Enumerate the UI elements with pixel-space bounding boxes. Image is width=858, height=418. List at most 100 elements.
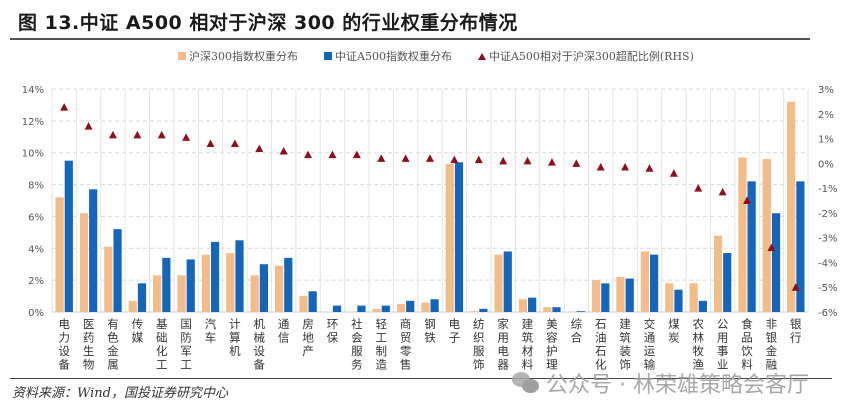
legend-item-overweight: 中证A500相对于沪深300超配比例(RHS) bbox=[477, 48, 694, 64]
bar-hs300 bbox=[762, 159, 771, 312]
x-category-label: 础 bbox=[156, 331, 168, 345]
x-category-label: 煤 bbox=[668, 317, 680, 331]
x-category-label: 会 bbox=[351, 331, 363, 345]
x-category-label: 金 bbox=[107, 344, 119, 358]
x-category-label: 商 bbox=[400, 317, 412, 331]
x-category-label: 筑 bbox=[522, 331, 534, 345]
x-category-label: 轻 bbox=[375, 317, 387, 331]
bar-hs300 bbox=[543, 307, 552, 312]
legend-label-overweight: 中证A500相对于沪深300超配比例(RHS) bbox=[488, 50, 694, 63]
bar-a500 bbox=[259, 264, 268, 312]
x-category-label: 银 bbox=[790, 317, 802, 331]
x-category-label: 汽 bbox=[205, 317, 217, 331]
y-tick-right: -5% bbox=[818, 283, 837, 294]
x-category-label: 机 bbox=[229, 344, 241, 358]
triangle-marker-icon bbox=[499, 156, 508, 165]
x-category-label: 器 bbox=[497, 358, 509, 372]
bar-a500 bbox=[406, 300, 415, 312]
bar-a500 bbox=[723, 253, 732, 312]
bar-hs300 bbox=[177, 275, 186, 312]
x-category-label: 用 bbox=[717, 331, 729, 345]
x-category-label: 理 bbox=[546, 358, 558, 372]
x-category-label: 社 bbox=[351, 317, 363, 331]
x-category-label: 通 bbox=[644, 331, 656, 345]
triangle-marker-icon bbox=[255, 144, 264, 152]
bar-hs300 bbox=[299, 296, 308, 312]
x-category-label: 贸 bbox=[400, 331, 412, 345]
bar-hs300 bbox=[372, 308, 381, 312]
x-category-label: 非 bbox=[766, 317, 778, 331]
legend-swatch-a500 bbox=[324, 52, 332, 60]
x-category-label: 工 bbox=[375, 331, 387, 345]
x-category-label: 电 bbox=[58, 317, 70, 331]
bar-hs300 bbox=[592, 280, 601, 312]
x-category-label: 融 bbox=[766, 358, 778, 372]
y-tick-left: 2% bbox=[28, 276, 44, 287]
triangle-marker-icon bbox=[279, 146, 288, 155]
x-category-label: 材 bbox=[522, 344, 534, 358]
triangle-marker-icon bbox=[718, 187, 727, 196]
x-category-label: 食 bbox=[741, 317, 753, 331]
triangle-marker-icon bbox=[743, 196, 752, 204]
x-category-label: 房 bbox=[302, 317, 314, 331]
x-category-label: 建 bbox=[619, 317, 631, 331]
bar-a500 bbox=[308, 291, 317, 312]
chart-title: 图 13.中证 A500 相对于沪深 300 的行业权重分布情况 bbox=[18, 12, 518, 34]
x-category-label: 美 bbox=[546, 317, 558, 331]
x-category-label: 饮 bbox=[741, 344, 753, 358]
triangle-marker-icon bbox=[84, 122, 93, 130]
bar-a500 bbox=[479, 308, 488, 312]
x-category-label: 化 bbox=[595, 358, 607, 372]
y-tick-left: 0% bbox=[28, 308, 44, 319]
x-category-label: 料 bbox=[741, 358, 753, 372]
x-category-label: 务 bbox=[351, 358, 363, 372]
triangle-marker-icon bbox=[426, 154, 434, 162]
bar-a500 bbox=[186, 259, 195, 312]
x-category-label: 运 bbox=[644, 344, 656, 358]
x-category-label: 石 bbox=[595, 317, 607, 331]
bar-hs300 bbox=[713, 235, 723, 312]
y-tick-right: 2% bbox=[818, 110, 834, 121]
triangle-marker-icon bbox=[669, 169, 678, 177]
bar-hs300 bbox=[104, 246, 113, 312]
y-tick-right: 3% bbox=[818, 85, 834, 96]
bar-hs300 bbox=[470, 311, 479, 312]
bar-a500 bbox=[503, 251, 512, 312]
bar-hs300 bbox=[226, 253, 235, 312]
x-category-label: 用 bbox=[497, 331, 509, 345]
bar-a500 bbox=[674, 289, 683, 312]
bar-a500 bbox=[113, 229, 122, 312]
legend-label-hs300: 沪深300指数权重分布 bbox=[189, 50, 298, 63]
x-category-label: 售 bbox=[400, 358, 412, 372]
x-category-label: 造 bbox=[375, 358, 387, 372]
x-category-label: 林 bbox=[693, 331, 705, 345]
x-category-label: 地 bbox=[302, 331, 314, 345]
x-category-label: 家 bbox=[497, 317, 509, 331]
bar-hs300 bbox=[128, 300, 137, 312]
bar-hs300 bbox=[665, 283, 674, 312]
x-category-label: 设 bbox=[254, 344, 266, 358]
x-category-label: 基 bbox=[156, 317, 168, 331]
triangle-marker-icon bbox=[206, 139, 215, 148]
watermark-text: 公众号 · 林荣雄策略会客厅 bbox=[546, 373, 809, 398]
y-tick-left: 6% bbox=[28, 212, 44, 223]
x-category-label: 医 bbox=[83, 317, 95, 331]
triangle-marker-icon bbox=[157, 130, 166, 139]
bar-a500 bbox=[284, 257, 293, 312]
y-axis-right: -6% -5% -4% -3% -2% -1% 0% 1% 2% 3% bbox=[818, 85, 837, 319]
bar-a500 bbox=[235, 240, 244, 312]
x-category-label: 业 bbox=[717, 358, 729, 372]
bar-a500 bbox=[381, 305, 390, 312]
y-tick-right: -3% bbox=[818, 234, 837, 245]
y-tick-left: 8% bbox=[28, 181, 44, 192]
x-category-label: 通 bbox=[278, 317, 290, 331]
y-tick-right: -6% bbox=[818, 308, 837, 319]
triangle-marker-icon bbox=[352, 150, 361, 159]
x-category-label: 零 bbox=[400, 344, 412, 358]
chart-markers bbox=[60, 103, 800, 291]
x-category-label: 装 bbox=[619, 344, 631, 358]
x-category-label: 品 bbox=[741, 331, 753, 345]
y-tick-right: 1% bbox=[818, 135, 834, 146]
bar-hs300 bbox=[201, 254, 211, 312]
x-category-label: 保 bbox=[327, 331, 339, 345]
